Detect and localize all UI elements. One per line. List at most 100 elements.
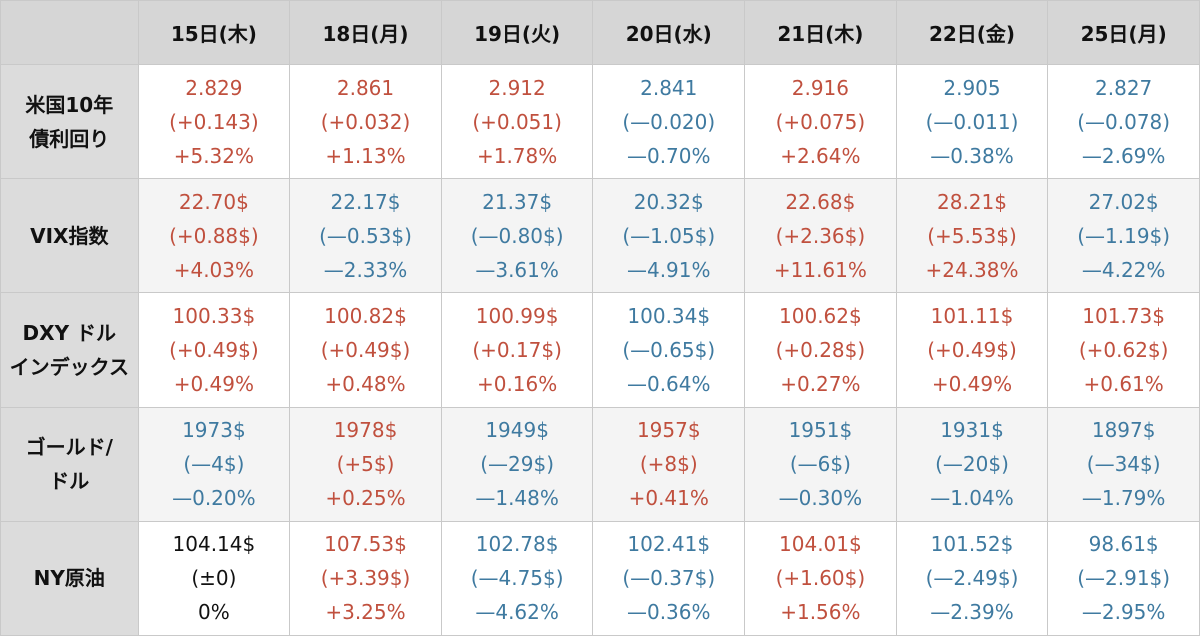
cell-percent: +2.64%	[780, 143, 861, 168]
cell-change: (+0.143)	[169, 109, 259, 134]
cell-value: 101.73$	[1082, 303, 1166, 328]
cell-percent: +0.49%	[931, 371, 1013, 396]
cell-change: (+0.075)	[775, 109, 866, 134]
cell-change: (+0.49$)	[927, 337, 1017, 362]
header-corner	[0, 0, 139, 65]
cell-value: 100.99$	[475, 303, 559, 328]
cell-percent: +0.16%	[476, 371, 558, 396]
header-day: 19日(火)	[440, 0, 594, 65]
cell-percent: —2.33%	[323, 257, 408, 282]
cell-percent: —4.91%	[626, 257, 711, 282]
row-label-line: NY原油	[33, 566, 105, 591]
cell-percent: +5.32%	[173, 143, 255, 168]
cell-change: (+0.051)	[472, 109, 562, 134]
data-cell: 22.68$ (+2.36$) +11.61%	[744, 178, 897, 294]
cell-percent: +24.38%	[925, 257, 1019, 282]
row-label-line: ゴールド/	[25, 435, 113, 460]
cell-percent: —4.22%	[1081, 257, 1166, 282]
header-day: 20日(水)	[592, 0, 746, 65]
table-row: ゴールド/ドル 1973$ (—4$) —0.20% 1978$ (+5$) +0.25% 1…	[0, 406, 1200, 522]
data-cell: 102.78$ (—4.75$) —4.62%	[440, 520, 594, 637]
data-cell: 100.99$ (+0.17$) +0.16%	[440, 292, 594, 408]
table-row: DXY ドル インデックス 100.33$ (+0.49$) +0.49% 100.82$…	[0, 292, 1200, 408]
row-label-line: ドル	[49, 469, 90, 494]
data-cell: 2.912 (+0.051) +1.78%	[440, 63, 594, 180]
cell-value: 27.02$	[1088, 189, 1159, 214]
cell-percent: +3.25%	[325, 600, 406, 625]
data-cell: 2.841 (—0.020) —0.70%	[592, 63, 746, 180]
cell-percent: —1.48%	[475, 486, 559, 511]
row-label: NY原油	[0, 520, 139, 637]
cell-percent: —0.38%	[930, 143, 1014, 168]
data-cell: 100.62$ (+0.28$) +0.27%	[744, 292, 897, 408]
cell-change: (—4.75$)	[470, 566, 564, 591]
header-day: 18日(月)	[289, 0, 442, 65]
cell-change: (—29$)	[480, 452, 555, 477]
cell-percent: +11.61%	[773, 257, 867, 282]
cell-value: 20.32$	[633, 189, 704, 214]
cell-change: (+5$)	[336, 452, 395, 477]
cell-value: 2.827	[1095, 75, 1153, 100]
cell-percent: +0.41%	[628, 486, 709, 511]
header-row: 15日(木) 18日(月) 19日(火) 20日(水) 21日(木) 22日(金…	[0, 0, 1200, 65]
cell-percent: +0.27%	[780, 371, 861, 396]
cell-value: 22.17$	[330, 189, 401, 214]
row-label: ゴールド/ドル	[0, 406, 139, 522]
data-cell: 107.53$ (+3.39$) +3.25%	[289, 520, 442, 637]
cell-percent: —0.30%	[778, 486, 863, 511]
cell-value: 1957$	[636, 418, 701, 443]
cell-value: 101.11$	[930, 303, 1014, 328]
data-cell: 101.11$ (+0.49$) +0.49%	[895, 292, 1049, 408]
cell-change: (—6$)	[789, 452, 851, 477]
cell-value: 2.905	[943, 75, 1001, 100]
row-label-line: 米国10年	[25, 92, 114, 117]
row-label-line: 債利回り	[29, 126, 110, 151]
cell-value: 98.61$	[1088, 532, 1159, 557]
data-cell: 1931$ (—20$) —1.04%	[895, 406, 1049, 522]
data-cell: 22.70$ (+0.88$) +4.03%	[137, 178, 291, 294]
cell-value: 1973$	[182, 418, 246, 443]
cell-change: (+2.36$)	[775, 223, 866, 248]
cell-value: 100.34$	[627, 303, 711, 328]
data-cell: 20.32$ (—1.05$) —4.91%	[592, 178, 746, 294]
header-day: 25日(月)	[1047, 0, 1200, 65]
cell-percent: —0.64%	[626, 371, 711, 396]
data-cell: 101.52$ (—2.49$) —2.39%	[895, 520, 1049, 637]
cell-change: (+0.032)	[320, 109, 411, 134]
row-label-line: VIX指数	[30, 223, 109, 248]
data-cell: 2.861 (+0.032) +1.13%	[289, 63, 442, 180]
cell-change: (—2.49$)	[925, 566, 1019, 591]
cell-value: 1897$	[1091, 418, 1156, 443]
cell-change: (—20$)	[935, 452, 1009, 477]
row-label-line: インデックス	[9, 354, 129, 379]
cell-value: 2.861	[336, 75, 395, 100]
data-cell: 2.916 (+0.075) +2.64%	[744, 63, 897, 180]
cell-percent: +0.49%	[173, 371, 255, 396]
cell-value: 100.62$	[779, 303, 862, 328]
data-cell: 101.73$ (+0.62$) +0.61%	[1047, 292, 1200, 408]
cell-change: (—0.011)	[925, 109, 1019, 134]
row-label: VIX指数	[0, 178, 139, 294]
data-cell: 2.827 (—0.078) —2.69%	[1047, 63, 1200, 180]
cell-value: 2.841	[640, 75, 698, 100]
cell-percent: —0.70%	[626, 143, 711, 168]
cell-value: 1931$	[940, 418, 1004, 443]
table-row: VIX指数 22.70$ (+0.88$) +4.03% 22.17$ (—0.53$) —…	[0, 178, 1200, 294]
cell-change: (+0.17$)	[472, 337, 562, 362]
cell-value: 22.68$	[785, 189, 856, 214]
cell-change: (—1.19$)	[1077, 223, 1171, 248]
cell-value: 1951$	[788, 418, 853, 443]
cell-change: (+0.49$)	[169, 337, 259, 362]
cell-change: (+3.39$)	[320, 566, 411, 591]
cell-change: (+0.62$)	[1078, 337, 1169, 362]
header-day: 21日(木)	[744, 0, 897, 65]
cell-change: (—0.078)	[1077, 109, 1171, 134]
data-cell: 102.41$ (—0.37$) —0.36%	[592, 520, 746, 637]
data-cell: 100.82$ (+0.49$) +0.48%	[289, 292, 442, 408]
cell-change: (+5.53$)	[927, 223, 1017, 248]
cell-value: 104.01$	[779, 532, 862, 557]
data-cell: 100.33$ (+0.49$) +0.49%	[137, 292, 291, 408]
data-cell: 1957$ (+8$) +0.41%	[592, 406, 746, 522]
cell-value: 107.53$	[324, 532, 407, 557]
